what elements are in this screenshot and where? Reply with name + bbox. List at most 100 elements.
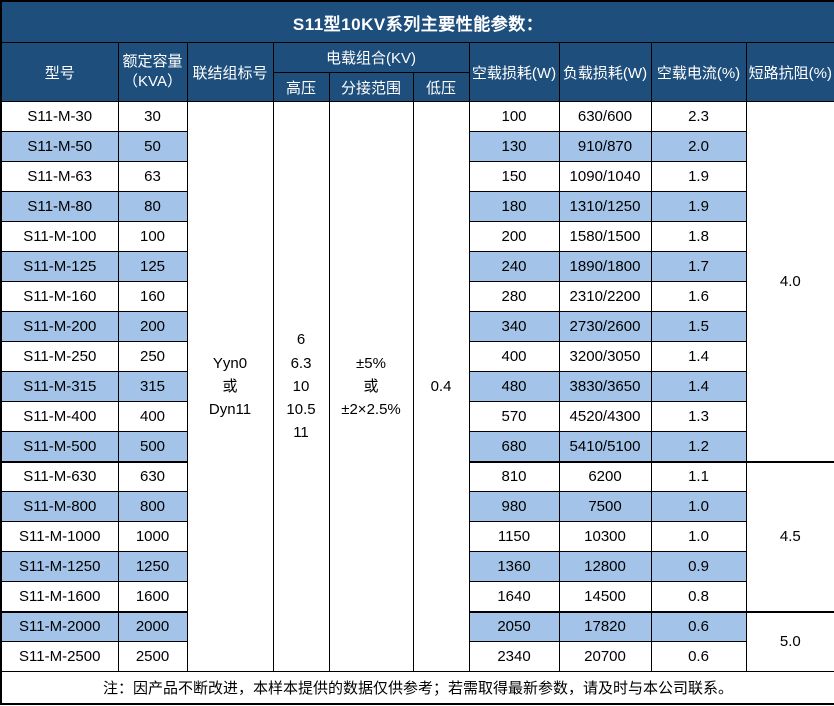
no-load-current-cell: 1.7 [650,251,747,282]
col-header-connection: 联结组标号 [186,42,274,102]
table-row: S11-M-315 315 480 3830/3650 1.4 [0,371,834,402]
capacity-cell: 400 [117,401,188,432]
table-row: S11-M-50 50 130 910/870 2.0 [0,131,834,162]
col-header-load-loss: 负载损耗(W) [558,42,652,102]
no-load-loss-cell: 2340 [468,641,560,672]
capacity-cell: 80 [117,191,188,222]
model-cell: S11-M-250 [0,341,119,372]
title-row: S11型10KV系列主要性能参数： [0,0,834,43]
no-load-loss-cell: 1640 [468,581,560,612]
col-header-lv: 低压 [412,72,470,102]
no-load-current-cell: 0.9 [650,551,747,582]
no-load-current-cell: 0.6 [650,610,747,642]
capacity-cell: 100 [117,221,188,252]
model-cell: S11-M-500 [0,431,119,462]
no-load-loss-cell: 240 [468,251,560,282]
no-load-current-cell: 1.1 [650,460,747,492]
load-loss-cell: 10300 [558,521,652,552]
model-cell: S11-M-1600 [0,581,119,612]
table-row: S11-M-125 125 240 1890/1800 1.7 [0,251,834,282]
no-load-loss-cell: 980 [468,491,560,522]
table-row: S11-M-30 30 Yyn0 或 Dyn11 6 6.3 10 10.5 11 ±5… [0,101,834,672]
load-loss-cell: 20700 [558,641,652,672]
load-loss-cell: 1310/1250 [558,191,652,222]
model-cell: S11-M-80 [0,191,119,222]
no-load-loss-cell: 570 [468,401,560,432]
load-loss-cell: 7500 [558,491,652,522]
capacity-cell: 2000 [117,610,188,642]
model-cell: S11-M-1250 [0,551,119,582]
tap-range-cell: ±5% 或 ±2×2.5% [328,101,414,672]
table-row: S11-M-2500 2500 2340 20700 0.6 [0,641,834,672]
no-load-current-cell: 1.3 [650,401,747,432]
capacity-cell: 1250 [117,551,188,582]
table-row: S11-M-500 500 680 5410/5100 1.2 [0,431,834,462]
no-load-loss-cell: 100 [468,101,560,132]
capacity-cell: 1000 [117,521,188,552]
table-row: S11-M-1250 1250 1360 12800 0.9 [0,551,834,582]
table-row: S11-M-400 400 570 4520/4300 1.3 [0,401,834,432]
connection-group-cell: Yyn0 或 Dyn11 [186,101,274,672]
spec-table-body: S11-M-30 30 Yyn0 或 Dyn11 6 6.3 10 10.5 11 ±5… [0,101,834,672]
page-title: S11型10KV系列主要性能参数： [0,0,834,43]
impedance-cell: 5.0 [745,610,834,672]
load-loss-cell: 3200/3050 [558,341,652,372]
col-header-impedance: 短路抗阻(%) [745,42,834,102]
no-load-current-cell: 2.0 [650,131,747,162]
no-load-loss-cell: 200 [468,221,560,252]
capacity-cell: 200 [117,311,188,342]
no-load-current-cell: 0.8 [650,581,747,612]
load-loss-cell: 630/600 [558,101,652,132]
load-loss-cell: 5410/5100 [558,431,652,462]
load-loss-cell: 1090/1040 [558,161,652,192]
capacity-cell: 63 [117,161,188,192]
capacity-cell: 500 [117,431,188,462]
capacity-cell: 125 [117,251,188,282]
footer-row: 注：因产品不断改进，本样本提供的数据仅供参考；若需取得最新参数，请及时与本公司联… [0,671,834,705]
no-load-current-cell: 1.4 [650,371,747,402]
header-row-2: 高压 分接范围 低压 [1,72,834,102]
table-row: S11-M-630 630 810 6200 1.1 4.5 [0,460,834,612]
load-loss-cell: 1580/1500 [558,221,652,252]
no-load-current-cell: 1.4 [650,341,747,372]
load-loss-cell: 2730/2600 [558,311,652,342]
no-load-loss-cell: 1150 [468,521,560,552]
no-load-loss-cell: 130 [468,131,560,162]
no-load-current-cell: 1.8 [650,221,747,252]
model-cell: S11-M-800 [0,491,119,522]
no-load-current-cell: 0.6 [650,641,747,672]
no-load-loss-cell: 2050 [468,610,560,642]
model-cell: S11-M-30 [0,101,119,132]
lv-cell: 0.4 [412,101,470,672]
table-row: S11-M-1600 1600 1640 14500 0.8 [0,581,834,612]
no-load-current-cell: 1.9 [650,161,747,192]
table-row: S11-M-100 100 200 1580/1500 1.8 [0,221,834,252]
capacity-cell: 160 [117,281,188,312]
model-cell: S11-M-63 [0,161,119,192]
capacity-cell: 30 [117,101,188,132]
model-cell: S11-M-50 [0,131,119,162]
model-cell: S11-M-2000 [0,610,119,642]
col-header-capacity: 额定容量 （KVA） [117,42,188,102]
model-cell: S11-M-1000 [0,521,119,552]
no-load-loss-cell: 810 [468,460,560,492]
model-cell: S11-M-630 [0,460,119,492]
load-loss-cell: 910/870 [558,131,652,162]
col-header-tap-range: 分接范围 [328,72,414,102]
model-cell: S11-M-200 [0,311,119,342]
capacity-cell: 50 [117,131,188,162]
load-loss-cell: 4520/4300 [558,401,652,432]
footer-note: 注：因产品不断改进，本样本提供的数据仅供参考；若需取得最新参数，请及时与本公司联… [0,671,834,705]
load-loss-cell: 6200 [558,460,652,492]
capacity-cell: 800 [117,491,188,522]
no-load-loss-cell: 340 [468,311,560,342]
capacity-cell: 1600 [117,581,188,612]
load-loss-cell: 14500 [558,581,652,612]
load-loss-cell: 3830/3650 [558,371,652,402]
model-cell: S11-M-160 [0,281,119,312]
col-header-hv: 高压 [272,72,330,102]
no-load-loss-cell: 1360 [468,551,560,582]
load-loss-cell: 17820 [558,610,652,642]
impedance-cell: 4.0 [745,101,834,462]
